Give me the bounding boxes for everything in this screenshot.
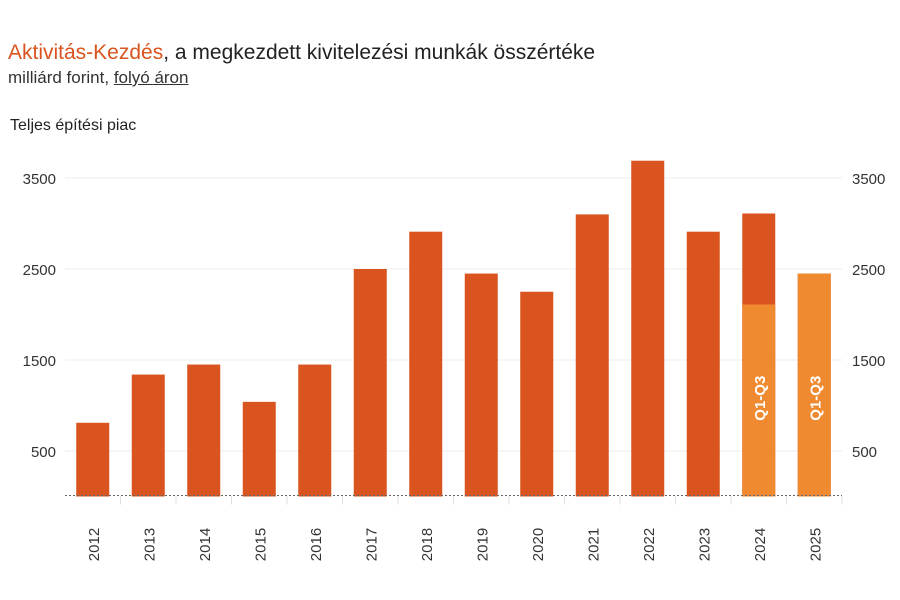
bar-2022: [631, 160, 665, 497]
q1-q3-label-2025: Q1-Q3: [807, 376, 824, 421]
x-tick-label-2015: 2015: [252, 528, 269, 561]
x-tick-label-2022: 2022: [641, 528, 658, 561]
x-tick-label-2018: 2018: [419, 528, 436, 561]
x-tick-label-2020: 2020: [530, 528, 547, 561]
y-tick-label-right: 2500: [852, 262, 885, 279]
bar-2014: [187, 364, 221, 497]
bar-2020: [520, 291, 554, 497]
bar-2019: [464, 273, 498, 497]
chart-subtitle: milliárd forint, folyó áron: [8, 68, 188, 88]
bar-2016: [298, 364, 332, 497]
y-tick-label-left: 2500: [23, 262, 56, 279]
bar-2012: [76, 422, 110, 497]
x-tick-label-2025: 2025: [807, 528, 824, 561]
x-tick-label-2024: 2024: [752, 528, 769, 561]
x-tick-label-2013: 2013: [141, 528, 158, 561]
x-tick-label-2012: 2012: [86, 528, 103, 561]
x-tick-label-2023: 2023: [696, 528, 713, 561]
bar-q1-q3-2024: [742, 304, 776, 497]
x-tick-label-2014: 2014: [197, 528, 214, 561]
bar-2013: [131, 374, 165, 497]
y-tick-label-right: 3500: [852, 171, 885, 188]
y-tick-label-left: 500: [31, 444, 56, 461]
subtitle-link[interactable]: folyó áron: [113, 68, 189, 87]
x-tick-label-2016: 2016: [308, 528, 325, 561]
bar-q1-q3-2025: [797, 273, 831, 497]
y-tick-label-left: 1500: [23, 353, 56, 370]
y-tick-label-right: 1500: [852, 353, 885, 370]
section-label: Teljes építési piac: [10, 117, 137, 134]
x-tick-label-2017: 2017: [363, 528, 380, 561]
bar-2021: [575, 214, 609, 497]
bar-2018: [409, 231, 443, 497]
y-tick-label-right: 500: [852, 444, 877, 461]
x-tick-label-2021: 2021: [585, 528, 602, 561]
subtitle-plain: milliárd forint,: [8, 68, 114, 87]
x-tick-label-2019: 2019: [474, 528, 491, 561]
bar-2017: [353, 269, 387, 497]
y-tick-label-left: 3500: [23, 171, 56, 188]
chart-title: Aktivitás-Kezdés, a megkezdett kivitelez…: [8, 41, 595, 65]
title-rest: , a megkezdett kivitelezési munkák összé…: [163, 41, 596, 64]
q1-q3-label-2024: Q1-Q3: [752, 376, 769, 421]
bar-2015: [242, 401, 276, 497]
title-accent: Aktivitás-Kezdés: [8, 41, 164, 64]
bar-2023: [686, 231, 720, 497]
